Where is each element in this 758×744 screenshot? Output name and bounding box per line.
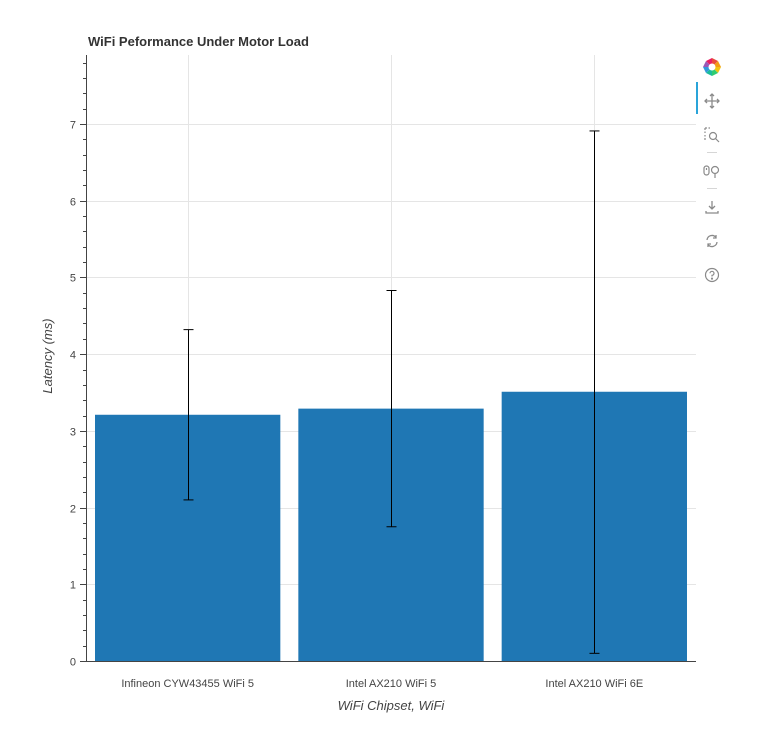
x-tick-label: Intel AX210 WiFi 5 <box>346 678 437 690</box>
error-bars <box>183 130 600 654</box>
y-tick-label: 6 <box>70 197 76 209</box>
box-zoom-icon[interactable] <box>697 122 727 148</box>
save-icon[interactable] <box>697 194 727 220</box>
toolbar-separator <box>707 152 717 153</box>
y-tick-label: 7 <box>70 120 76 132</box>
bokeh-logo-icon[interactable] <box>697 54 727 80</box>
help-icon[interactable] <box>697 262 727 288</box>
x-tick-label: Intel AX210 WiFi 6E <box>545 678 643 690</box>
toolbar-separator <box>707 188 717 189</box>
y-tick-label: 5 <box>70 273 76 285</box>
y-tick-label: 1 <box>70 580 76 592</box>
y-tick-label: 0 <box>70 657 76 669</box>
reset-icon[interactable] <box>697 228 727 254</box>
pan-icon[interactable] <box>697 88 727 114</box>
y-tick-label: 4 <box>70 350 76 362</box>
active-tool-indicator <box>696 82 698 114</box>
bar <box>95 414 281 661</box>
wheel-zoom-icon[interactable] <box>697 158 727 184</box>
y-axis-label: Latency (ms) <box>40 318 55 393</box>
chart-title: WiFi Peformance Under Motor Load <box>88 34 309 49</box>
axes: 0 1 2 3 4 5 6 7 Infineon CYW43455 WiFi 5 Intel AX… <box>70 55 696 690</box>
y-tick-label: 3 <box>70 427 76 439</box>
x-axis-label: WiFi Chipset, WiFi <box>338 698 446 713</box>
y-tick-label: 2 <box>70 504 76 516</box>
x-tick-label: Infineon CYW43455 WiFi 5 <box>121 678 254 690</box>
